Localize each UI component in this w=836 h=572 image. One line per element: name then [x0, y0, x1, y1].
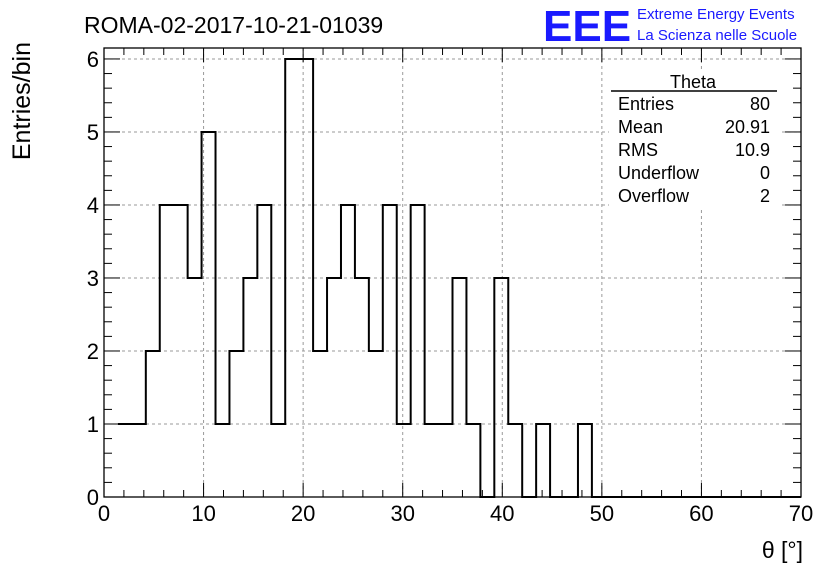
eee-logo-line2: La Scienza nelle Scuole	[637, 27, 797, 44]
stats-title: Theta	[670, 72, 717, 92]
run-title: ROMA-02-2017-10-21-01039	[84, 12, 383, 38]
stats-row-label: Entries	[618, 94, 674, 114]
y-tick-label: 0	[87, 485, 99, 510]
y-axis-label: Entries/bin	[8, 42, 36, 160]
stats-box-background	[609, 70, 779, 210]
stats-box: Theta Entries 80 Mean 20.91 RMS 10.9 Underflow…	[609, 70, 779, 210]
x-tick-label: 70	[789, 501, 813, 526]
eee-logo-text: EEE	[543, 2, 631, 51]
y-tick-label: 4	[87, 193, 99, 218]
x-tick-label: 10	[191, 501, 215, 526]
plot-frame	[103, 47, 802, 498]
stats-row-value: 10.9	[735, 140, 770, 160]
axis-ticks	[103, 48, 802, 498]
y-tick-label: 5	[87, 120, 99, 145]
stats-row-value: 2	[760, 186, 770, 206]
y-tick-label: 1	[87, 412, 99, 437]
x-tick-label: 50	[590, 501, 614, 526]
x-tick-label: 20	[291, 501, 315, 526]
stats-row-label: Mean	[618, 117, 663, 137]
eee-logo: EEE Extreme Energy Events La Scienza nel…	[543, 2, 797, 51]
stats-row-label: Overflow	[618, 186, 690, 206]
stats-row-label: RMS	[618, 140, 658, 160]
stats-row-label: Underflow	[618, 163, 700, 183]
x-tick-label: 0	[98, 501, 110, 526]
eee-logo-line1: Extreme Energy Events	[637, 6, 795, 23]
x-tick-label: 30	[390, 501, 414, 526]
y-tick-labels: 0 1 2 3 4 5 6	[87, 47, 99, 510]
stats-row-value: 80	[750, 94, 770, 114]
y-tick-label: 6	[87, 47, 99, 72]
x-tick-label: 60	[689, 501, 713, 526]
x-tick-label: 40	[490, 501, 514, 526]
y-tick-label: 2	[87, 339, 99, 364]
x-axis-label: θ [°]	[762, 537, 803, 563]
stats-rows: Entries 80 Mean 20.91 RMS 10.9 Underflow 0 Overf…	[618, 94, 770, 206]
y-tick-label: 3	[87, 266, 99, 291]
x-tick-labels: 0 10 20 30 40 50 60 70	[98, 501, 813, 526]
stats-row-value: 20.91	[725, 117, 770, 137]
stats-row-value: 0	[760, 163, 770, 183]
